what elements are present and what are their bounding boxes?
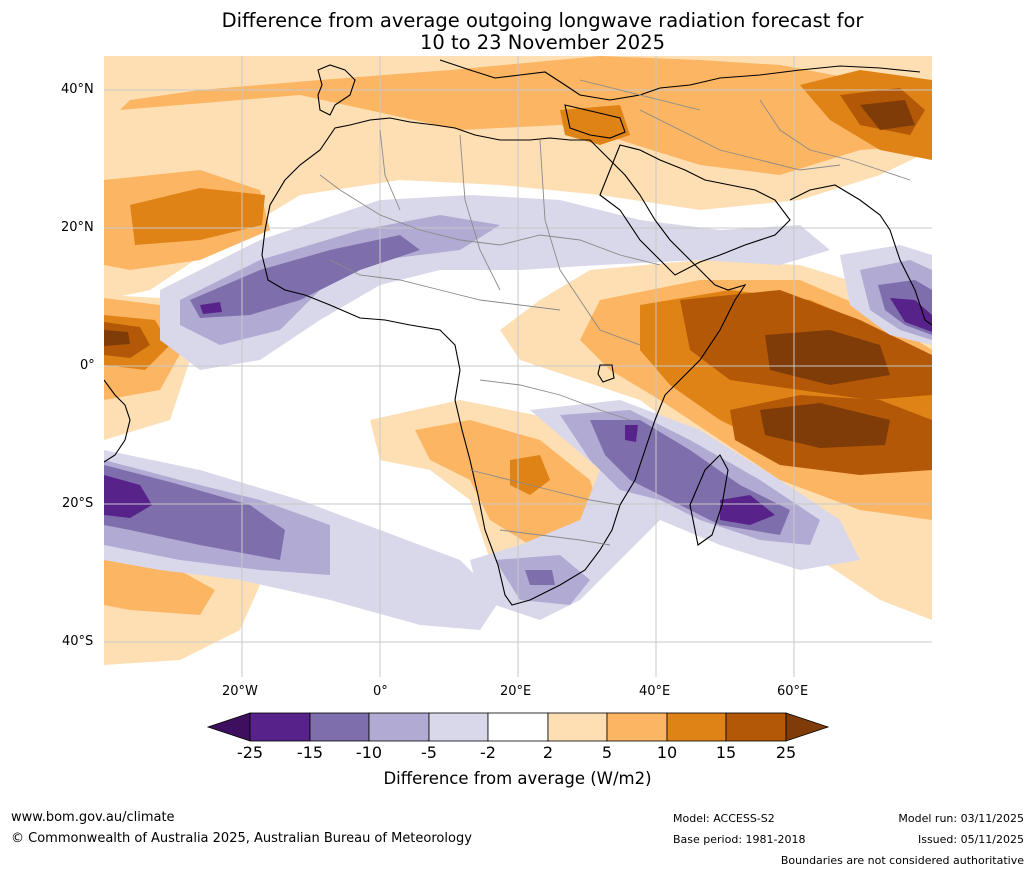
colorbar-tick: 10 — [656, 743, 678, 762]
footer-model-run: Model run: 03/11/2025 — [898, 812, 1024, 825]
footer-disclaimer: Boundaries are not considered authoritat… — [780, 854, 1024, 867]
colorbar-extend-high — [785, 712, 830, 742]
lon-label-0: 0° — [373, 684, 388, 699]
lat-label-20s: 20°S — [62, 496, 94, 511]
colorbar-seg-2 — [309, 712, 370, 742]
colorbar-seg-5 — [487, 712, 549, 742]
lat-label-40s: 40°S — [62, 634, 94, 649]
colorbar-seg-4 — [428, 712, 489, 742]
colorbar-tick: -2 — [480, 743, 496, 762]
lat-label-40n: 40°N — [61, 82, 94, 97]
colorbar-tick: -10 — [355, 743, 383, 762]
graticule — [104, 56, 932, 677]
footer-website: www.bom.gov.au/climate — [11, 810, 175, 825]
colorbar-seg-1 — [249, 712, 311, 742]
footer-issued: Issued: 05/11/2025 — [917, 833, 1024, 846]
title-line-1: Difference from average outgoing longwav… — [221, 9, 864, 32]
colorbar-seg-9 — [725, 712, 787, 742]
lon-label-40e: 40°E — [639, 684, 671, 699]
colorbar-tick: 15 — [715, 743, 737, 762]
colorbar-extend-low — [206, 712, 251, 742]
footer-model: Model: ACCESS-S2 — [673, 812, 775, 825]
colorbar-seg-8 — [666, 712, 727, 742]
colorbar-tick: -15 — [296, 743, 324, 762]
colorbar-seg-6 — [547, 712, 608, 742]
title-line-2: 10 to 23 November 2025 — [419, 31, 666, 54]
colorbar-tick: 25 — [775, 743, 797, 762]
colorbar-title: Difference from average (W/m2) — [383, 769, 652, 788]
footer-copyright: © Commonwealth of Australia 2025, Austra… — [11, 831, 472, 846]
country-borders — [319, 79, 911, 546]
lon-label-20e: 20°E — [500, 684, 532, 699]
map-title: Difference from average outgoing longwav… — [0, 10, 1035, 54]
negative-anomaly-regions — [104, 195, 932, 630]
lat-label-0: 0° — [80, 358, 95, 373]
lat-label-20n: 20°N — [61, 220, 94, 235]
colorbar-seg-3 — [368, 712, 430, 742]
lon-label-60e: 60°E — [777, 684, 809, 699]
colorbar — [206, 712, 830, 742]
colorbar-tick: 5 — [601, 743, 613, 762]
colorbar-seg-7 — [606, 712, 668, 742]
colorbar-tick: -25 — [236, 743, 264, 762]
colorbar-tick: -5 — [421, 743, 437, 762]
lon-label-20w: 20°W — [222, 684, 258, 699]
colorbar-tick: 2 — [542, 743, 554, 762]
footer-base-period: Base period: 1981-2018 — [673, 833, 806, 846]
